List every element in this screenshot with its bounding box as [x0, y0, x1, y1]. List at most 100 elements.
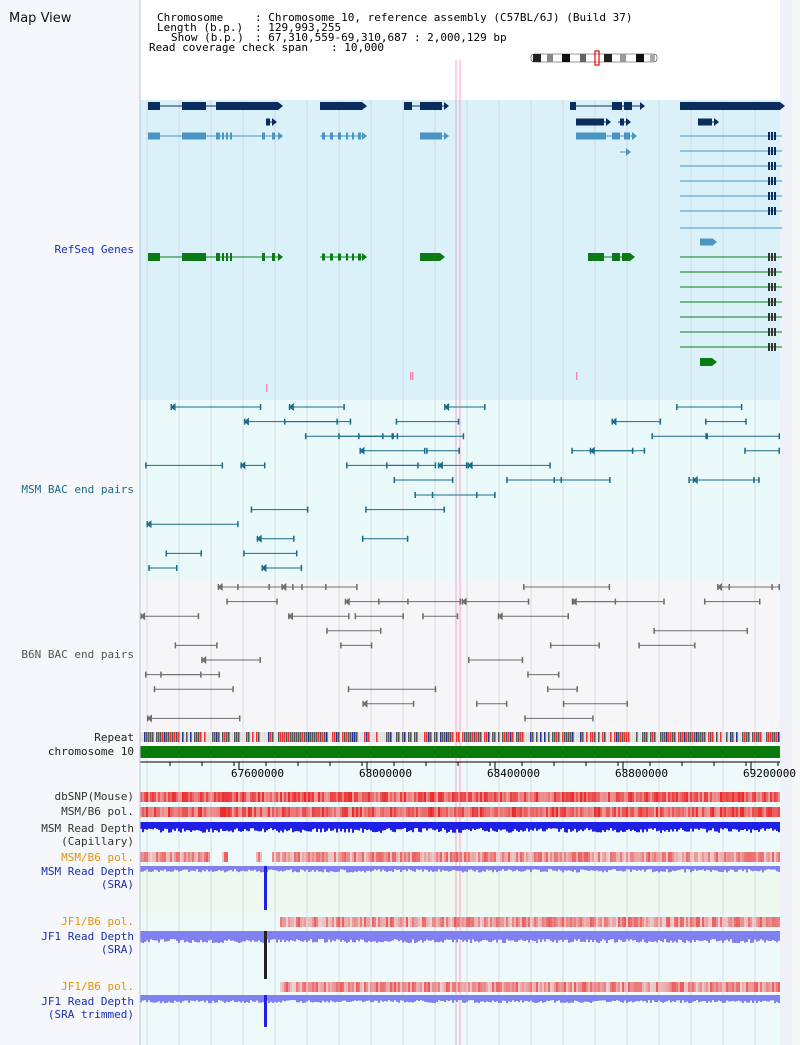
heat-cell	[236, 792, 238, 802]
heat-cell	[304, 917, 306, 927]
heat-cell	[274, 792, 276, 802]
depth-bar	[770, 822, 772, 829]
heat-cell	[494, 852, 496, 862]
depth-bar	[722, 866, 724, 873]
depth-bar	[468, 822, 470, 830]
depth-bar	[684, 822, 686, 832]
heat-cell	[778, 982, 780, 992]
heat-cell	[326, 917, 328, 927]
heat-cell	[334, 982, 336, 992]
track-label-msm-depth-capillary[interactable]: MSM Read Depth	[41, 822, 134, 835]
gene-exon	[222, 132, 224, 140]
repeat-mark	[336, 732, 338, 742]
heat-cell	[524, 982, 526, 992]
heat-cell	[302, 917, 304, 927]
heat-cell	[426, 807, 428, 817]
track-label-refseq-genes[interactable]: RefSeq Genes	[54, 243, 134, 256]
repeat-mark	[694, 732, 696, 742]
track-label-repeat[interactable]: Repeat	[94, 731, 134, 744]
heat-cell	[448, 807, 450, 817]
track-label-jf1-depth-trimmed[interactable]: JF1 Read Depth	[41, 995, 134, 1008]
depth-bar	[762, 822, 764, 829]
depth-bar	[626, 822, 628, 830]
bac-end	[549, 642, 552, 649]
heat-cell	[308, 917, 310, 927]
heat-cell	[342, 982, 344, 992]
repeat-mark	[188, 732, 190, 742]
depth-bar	[324, 995, 326, 1003]
repeat-mark	[482, 732, 484, 742]
heat-cell	[550, 852, 552, 862]
bac-end	[553, 477, 556, 483]
repeat-mark	[498, 732, 500, 742]
heat-cell	[648, 982, 650, 992]
heat-cell	[648, 807, 650, 817]
track-label-msm-b6-pol[interactable]: MSM/B6 pol.	[61, 805, 134, 818]
heat-cell	[768, 792, 770, 802]
heat-cell	[282, 807, 284, 817]
heat-cell	[516, 917, 518, 927]
repeat-mark	[218, 732, 220, 742]
depth-bar	[360, 822, 362, 829]
show-value: : 67,310,559-69,310,687 : 2,000,129 bp	[255, 31, 507, 44]
heat-cell	[364, 982, 366, 992]
depth-bar	[156, 995, 158, 1003]
repeat-mark	[728, 732, 730, 742]
depth-bar	[520, 931, 522, 940]
heat-cell	[422, 852, 424, 862]
repeat-mark	[386, 732, 388, 742]
depth-bar	[216, 866, 218, 871]
depth-bar	[546, 822, 548, 830]
heat-cell	[204, 852, 206, 862]
heat-cell	[734, 917, 736, 927]
depth-bar	[550, 822, 552, 829]
depth-bar	[574, 866, 576, 870]
heat-cell	[646, 807, 648, 817]
heat-cell	[140, 792, 142, 802]
depth-bar	[756, 822, 758, 831]
heat-cell	[622, 852, 624, 862]
snp-marker	[576, 372, 578, 380]
depth-bar	[228, 866, 230, 871]
repeat-mark	[396, 732, 398, 742]
bac-end-arrow	[146, 714, 152, 723]
heat-cell	[628, 982, 630, 992]
depth-bar	[614, 866, 616, 870]
depth-bar	[558, 995, 560, 1001]
track-label-msm-bac[interactable]: MSM BAC end pairs	[21, 483, 134, 496]
gene-arrow	[630, 253, 635, 261]
track-label-jf1-depth-sra[interactable]: JF1 Read Depth	[41, 930, 134, 943]
track-label-jf1-b6-pol[interactable]: JF1/B6 pol.	[61, 915, 134, 928]
depth-bar	[194, 931, 196, 942]
heat-cell	[752, 852, 754, 862]
depth-bar	[564, 995, 566, 1003]
heat-cell	[762, 917, 764, 927]
track-label-msm-b6-pol-sra[interactable]: MSM/B6 pol.	[61, 851, 134, 864]
track-label-dbsnp[interactable]: dbSNP(Mouse)	[54, 790, 134, 803]
gene-exon	[768, 132, 770, 140]
heat-cell	[672, 807, 674, 817]
depth-bar	[250, 822, 252, 829]
depth-bar	[614, 995, 616, 1001]
track-label-msm-depth-sra[interactable]: MSM Read Depth	[41, 865, 134, 878]
depth-bar	[350, 822, 352, 829]
heat-cell	[496, 792, 498, 802]
track-label-b6n-bac[interactable]: B6N BAC end pairs	[21, 648, 134, 661]
heat-cell	[666, 917, 668, 927]
heat-cell	[150, 852, 152, 862]
track-label-jf1-b6-pol-trimmed[interactable]: JF1/B6 pol.	[61, 980, 134, 993]
depth-bar	[446, 931, 448, 940]
depth-bar	[556, 931, 558, 943]
heat-cell	[506, 917, 508, 927]
depth-bar	[444, 995, 446, 1003]
depth-bar	[778, 822, 780, 833]
heat-cell	[490, 917, 492, 927]
heat-cell	[726, 917, 728, 927]
heat-cell	[194, 807, 196, 817]
heat-cell	[582, 792, 584, 802]
depth-bar	[462, 822, 464, 831]
heat-cell	[426, 917, 428, 927]
heat-cell	[516, 807, 518, 817]
heat-cell	[378, 852, 380, 862]
repeat-mark	[536, 732, 538, 742]
